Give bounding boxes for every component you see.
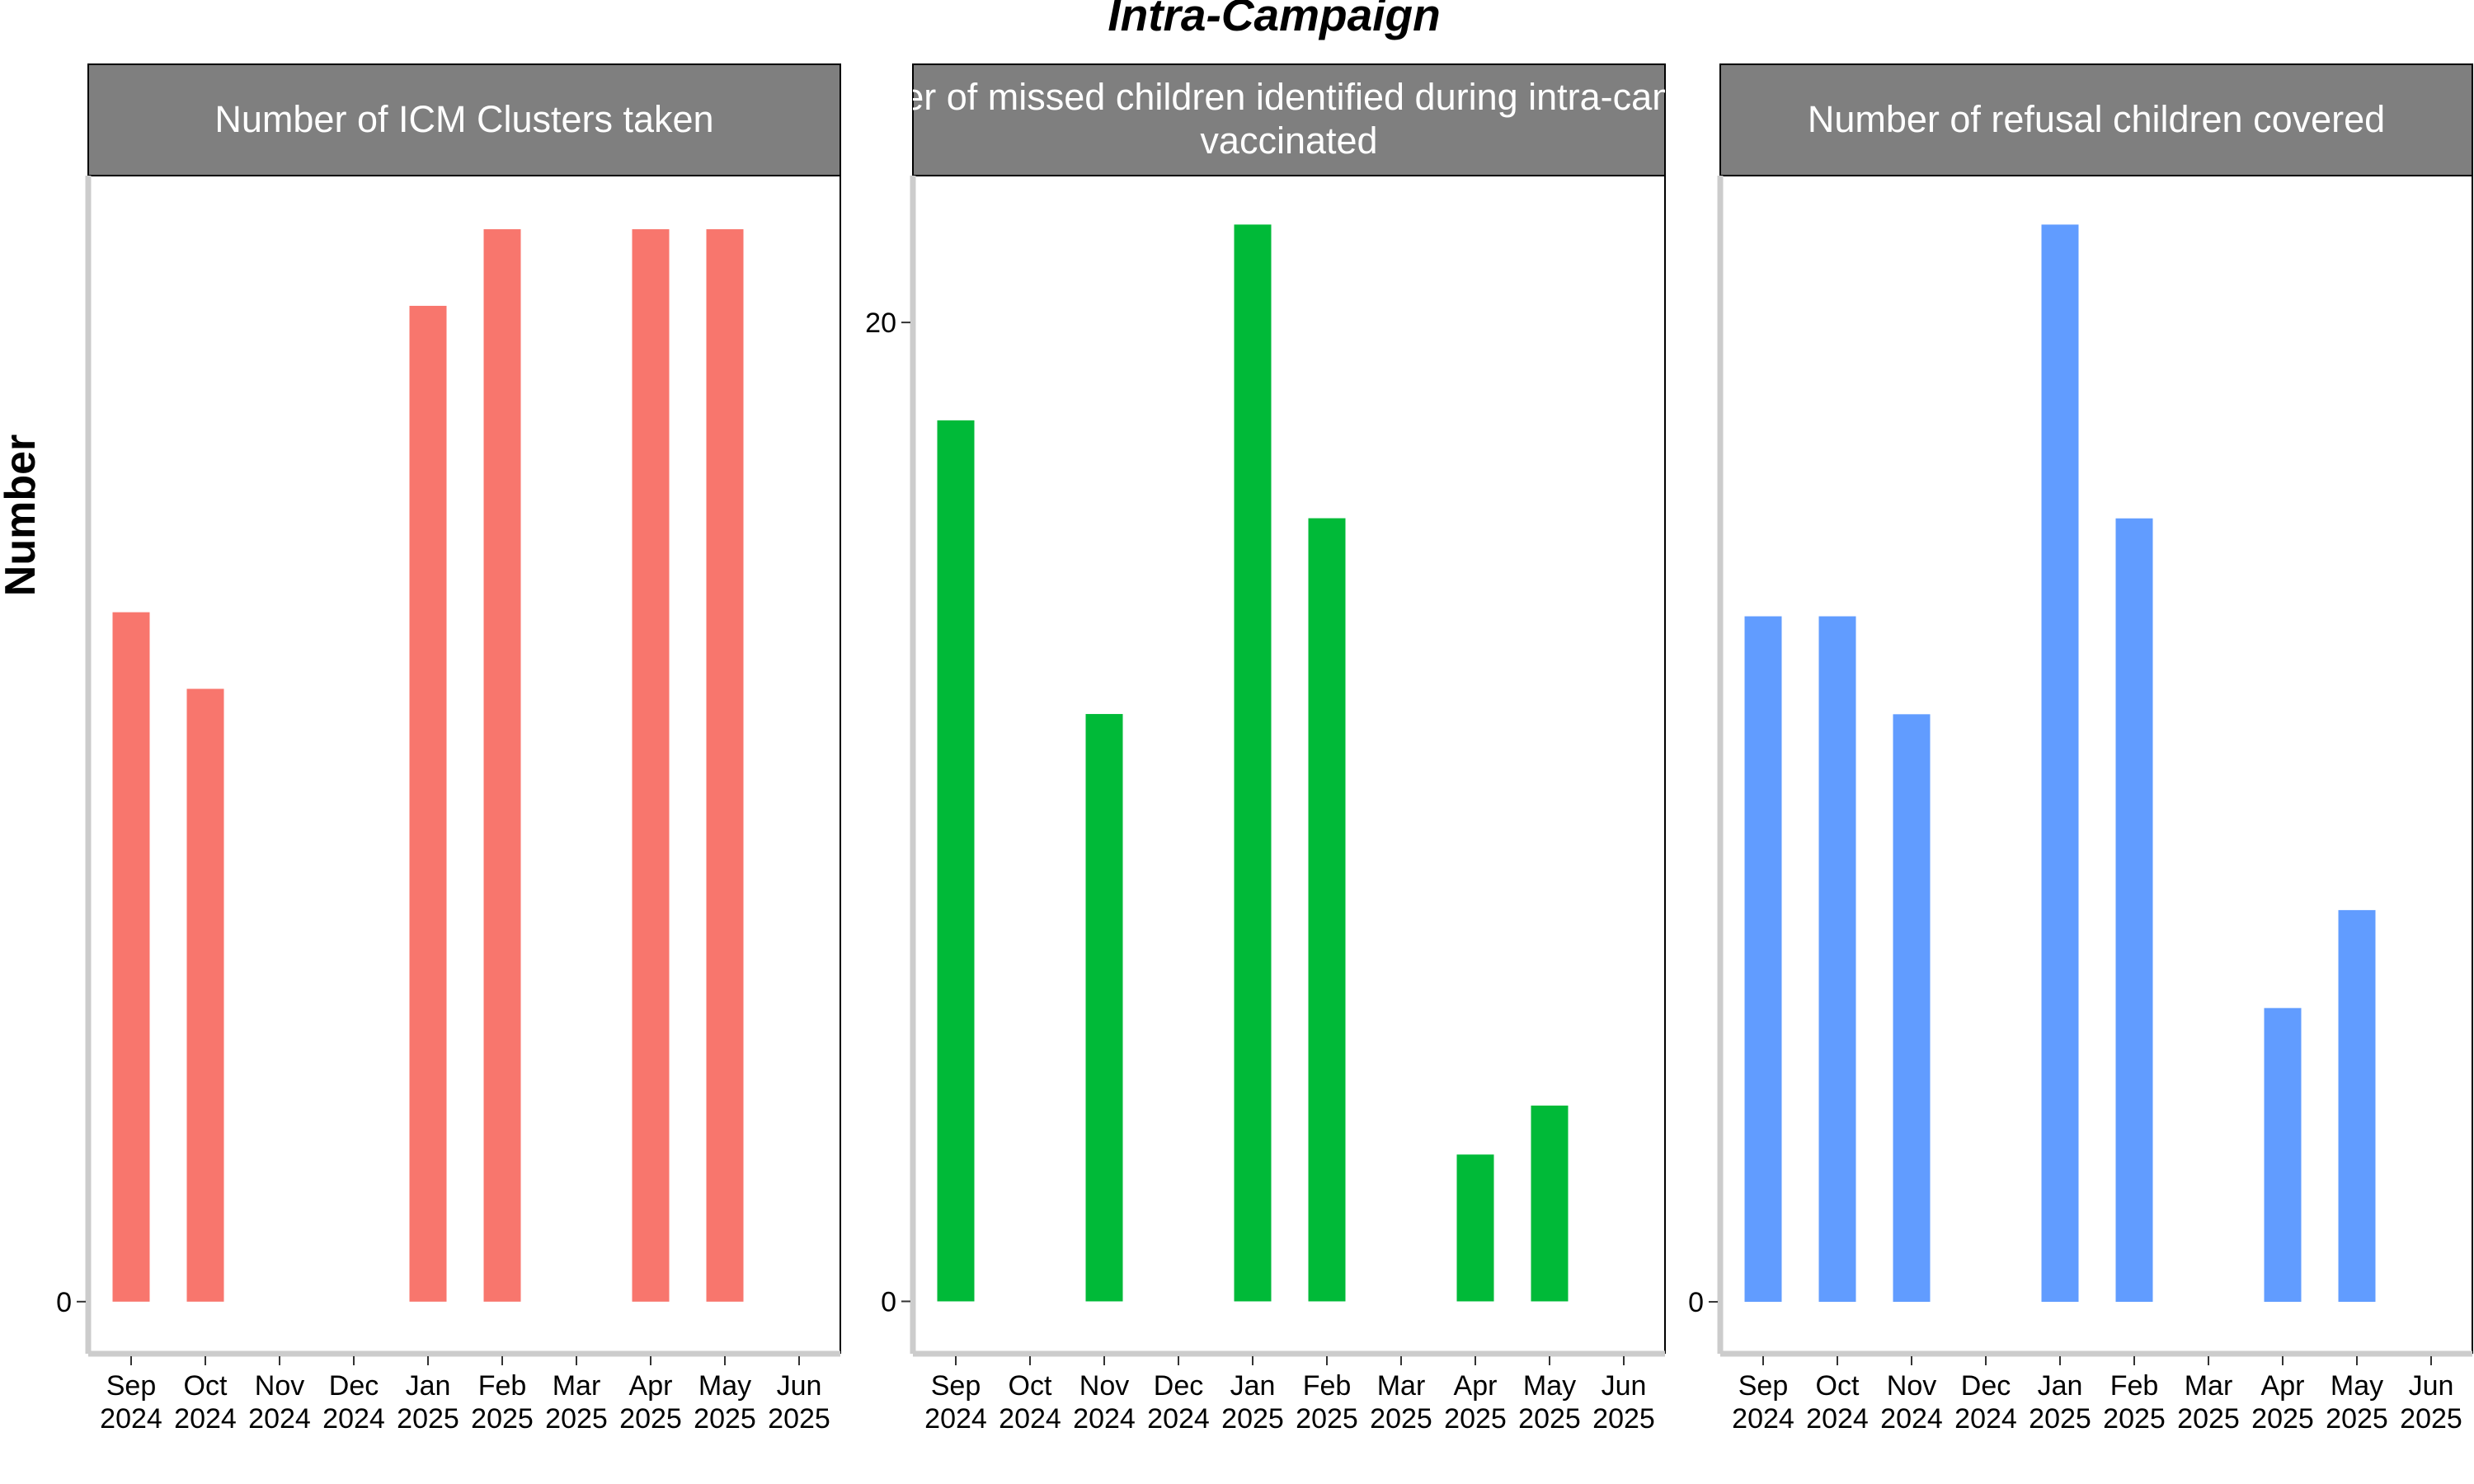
x-tick-label: Feb 2025 — [1296, 1370, 1358, 1435]
bar — [2264, 1007, 2302, 1303]
x-tick-label: Jun 2025 — [1592, 1370, 1655, 1435]
x-tick-label: Dec 2024 — [1147, 1370, 1210, 1435]
strip-text-group: Number of refusal children covered — [1808, 98, 2385, 140]
panel-title-line: vaccinated — [1200, 120, 1377, 162]
bar — [1308, 518, 1346, 1302]
panel-title-line: Number of refusal children covered — [1808, 98, 2385, 140]
y-tick-label: 0 — [56, 1287, 72, 1318]
x-tick-label: Sep 2024 — [100, 1370, 162, 1435]
x-tick-label: Oct 2024 — [1806, 1370, 1869, 1435]
x-tick-label: Jun 2025 — [768, 1370, 830, 1435]
bar — [186, 688, 224, 1302]
bar — [706, 229, 744, 1302]
panel-title-line: Number of ICM Clusters taken — [214, 98, 713, 140]
figure-title: Intra-Campaign — [1108, 0, 1440, 40]
panel-3: Number of refusal children covered 0 Sep 20… — [1688, 63, 2473, 1435]
strip-text-group: Number of ICM Clusters taken — [214, 98, 713, 140]
x-tick-label: May 2025 — [2326, 1370, 2388, 1435]
x-tick-label: Feb 2025 — [2103, 1370, 2166, 1435]
x-tick-label: Mar 2025 — [545, 1370, 608, 1435]
x-tick-label: May 2025 — [694, 1370, 756, 1435]
bar — [937, 420, 975, 1302]
panel-2: Number of missed children identified dur… — [804, 63, 1774, 1435]
x-tick-label: May 2025 — [1518, 1370, 1581, 1435]
bar — [1744, 616, 1782, 1303]
x-tick-label: Jan 2025 — [1221, 1370, 1284, 1435]
y-axis-label: Number — [0, 434, 45, 596]
strip-header — [1719, 63, 2473, 176]
x-tick-label: Sep 2024 — [924, 1370, 987, 1435]
x-tick-label: Apr 2025 — [619, 1370, 682, 1435]
x-tick-label: Jan 2025 — [2029, 1370, 2091, 1435]
bar — [112, 612, 150, 1302]
bar — [409, 305, 447, 1302]
strip-text-group: Number of missed children identified dur… — [804, 76, 1774, 162]
y-tick-label: 0 — [1688, 1287, 1704, 1318]
bar — [1818, 616, 1856, 1303]
bar — [632, 229, 670, 1302]
strip-header — [912, 63, 1666, 176]
x-tick-label: Dec 2024 — [1954, 1370, 2017, 1435]
x-tick-label: Dec 2024 — [322, 1370, 385, 1435]
x-tick-label: Nov 2024 — [1073, 1370, 1136, 1435]
bar — [2041, 224, 2079, 1303]
x-tick-label: Apr 2025 — [2251, 1370, 2314, 1435]
x-tick-label: Sep 2024 — [1732, 1370, 1794, 1435]
bar — [1531, 1106, 1569, 1302]
x-tick-label: Nov 2024 — [248, 1370, 311, 1435]
y-tick-label: 0 — [881, 1286, 896, 1317]
x-tick-label: Mar 2025 — [1370, 1370, 1432, 1435]
panel-title-line: Number of missed children identified dur… — [804, 76, 1774, 118]
x-tick-label: Jan 2025 — [397, 1370, 459, 1435]
x-tick-label: Oct 2024 — [999, 1370, 1061, 1435]
x-tick-label: Mar 2025 — [2177, 1370, 2240, 1435]
bar — [2338, 909, 2376, 1303]
bar — [2115, 518, 2153, 1303]
y-tick-label: 20 — [865, 308, 896, 339]
x-tick-label: Oct 2024 — [174, 1370, 237, 1435]
x-tick-label: Apr 2025 — [1444, 1370, 1507, 1435]
bar — [1085, 714, 1123, 1302]
strip-header — [87, 63, 841, 176]
x-tick-label: Nov 2024 — [1880, 1370, 1943, 1435]
bar — [483, 229, 521, 1302]
x-tick-label: Jun 2025 — [2400, 1370, 2462, 1435]
bar — [1456, 1154, 1494, 1302]
bar — [1234, 224, 1272, 1302]
x-tick-label: Feb 2025 — [471, 1370, 534, 1435]
bar — [1893, 714, 1931, 1303]
